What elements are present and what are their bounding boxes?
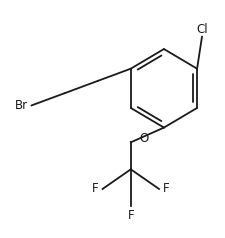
Text: F: F xyxy=(127,208,133,222)
Text: F: F xyxy=(162,183,169,195)
Text: Cl: Cl xyxy=(195,23,207,35)
Text: F: F xyxy=(92,183,99,195)
Text: Br: Br xyxy=(14,99,28,112)
Text: O: O xyxy=(139,132,148,145)
